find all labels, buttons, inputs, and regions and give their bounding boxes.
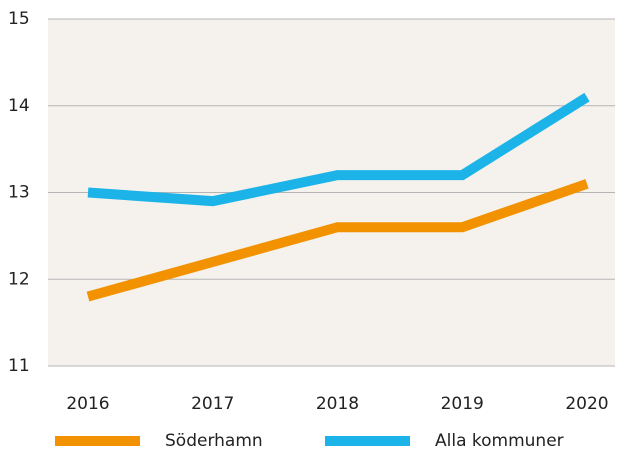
- x-tick-label: 2018: [316, 394, 359, 414]
- x-tick-label: 2017: [191, 394, 234, 414]
- x-tick-label: 2020: [565, 394, 608, 414]
- series-line: [87, 92, 590, 207]
- x-tick-label: 2019: [441, 394, 484, 414]
- y-tick-label: 11: [8, 356, 30, 376]
- y-tick-label: 13: [8, 183, 30, 203]
- y-tick-label: 14: [8, 96, 30, 116]
- series-line: [86, 179, 589, 302]
- y-tick-label: 12: [8, 269, 30, 289]
- y-tick-label: 15: [8, 9, 30, 29]
- x-tick-label: 2016: [66, 394, 109, 414]
- legend-label: Söderhamn: [165, 431, 263, 451]
- legend-label: Alla kommuner: [435, 431, 564, 451]
